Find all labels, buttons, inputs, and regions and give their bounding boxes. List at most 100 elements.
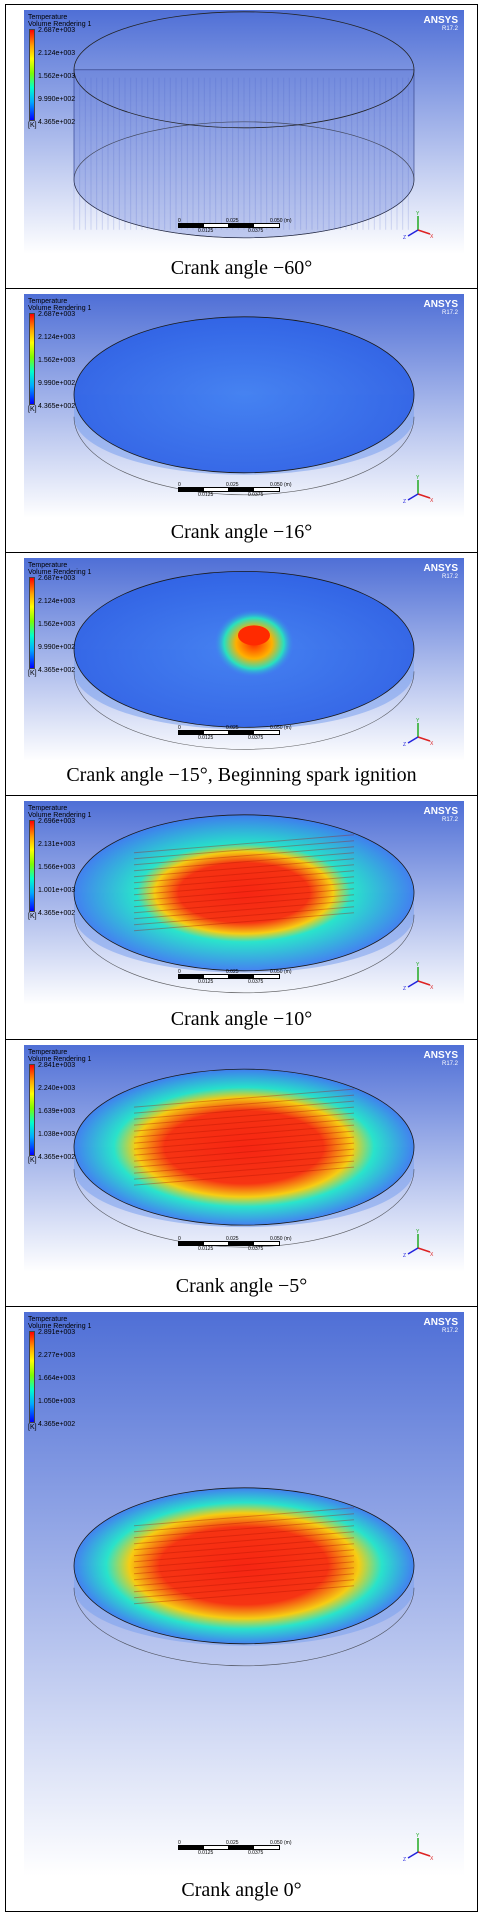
legend-unit: [K] [28,913,37,920]
temperature-volume-render [24,801,464,1005]
legend-tick-label: 2.124e+003 [38,334,76,341]
legend-tick-label: 1.038e+003 [38,1131,76,1138]
scale-bar: 0 0.025 0.050 (m) 0.0125 0.0375 [178,1840,292,1856]
legend-tick-label: 4.365e+002 [38,1154,76,1161]
render-frame: Temperature Volume Rendering 1 2.891e+003 2… [6,1307,477,1911]
scale-bar: 0 0.025 0.050 (m) 0.0125 0.0375 [178,725,292,741]
ansys-logo: ANSYS R17.2 [423,563,458,581]
legend-tick-label: 1.639e+003 [38,1108,76,1115]
color-legend-bar [29,820,35,912]
svg-text:X: X [430,1252,434,1258]
cfd-viewport: Temperature Volume Rendering 1 2.891e+003 2… [24,1312,464,1876]
render-frame: Temperature Volume Rendering 1 2.687e+003 2… [6,289,477,553]
legend-title: Temperature Volume Rendering 1 [28,14,92,28]
axis-triad-icon: Y X Z [402,717,434,749]
legend-unit: [K] [28,670,37,677]
color-legend-bar [29,29,35,121]
legend-tick-label: 4.365e+002 [38,403,76,410]
legend-tick-label: 1.566e+003 [38,864,76,871]
legend-tick-label: 4.365e+002 [38,667,76,674]
frame-caption: Crank angle −16° [170,521,313,543]
svg-text:Z: Z [403,235,406,241]
svg-text:Z: Z [403,742,406,748]
svg-text:Z: Z [403,1253,406,1259]
frame-caption: Crank angle −10° [170,1008,313,1030]
svg-text:X: X [430,498,434,504]
legend-tick-label: 1.664e+003 [38,1375,76,1382]
legend-tick-label: 2.687e+003 [38,575,76,582]
color-legend-bar [29,313,35,405]
legend-tick-label: 4.365e+002 [38,1421,76,1428]
render-frame: Temperature Volume Rendering 1 2.687e+003 2… [6,553,477,796]
color-legend-bar [29,577,35,669]
svg-text:Y: Y [416,962,420,968]
temperature-volume-render [24,10,464,254]
axis-triad-icon: Y X Z [402,210,434,242]
ansys-logo: ANSYS R17.2 [423,1317,458,1335]
legend-tick-label: 9.990e+002 [38,644,76,651]
cfd-viewport: Temperature Volume Rendering 1 2.696e+003 2… [24,801,464,1005]
axis-triad-icon: Y X Z [402,961,434,993]
legend-tick-label: 2.240e+003 [38,1085,76,1092]
temperature-volume-render [24,558,464,761]
legend-title: Temperature Volume Rendering 1 [28,1316,92,1330]
legend-tick-label: 2.687e+003 [38,311,76,318]
svg-text:X: X [430,234,434,240]
svg-text:Z: Z [403,499,406,505]
cfd-viewport: Temperature Volume Rendering 1 2.687e+003 2… [24,10,464,254]
frame-caption: Crank angle 0° [181,1879,302,1901]
legend-tick-label: 2.131e+003 [38,841,76,848]
ansys-logo: ANSYS R17.2 [423,1050,458,1068]
legend-tick-label: 2.124e+003 [38,598,76,605]
legend-tick-label: 1.562e+003 [38,357,76,364]
legend-title: Temperature Volume Rendering 1 [28,298,92,312]
svg-text:X: X [430,1856,434,1862]
scale-bar: 0 0.025 0.050 (m) 0.0125 0.0375 [178,218,292,234]
legend-unit: [K] [28,1157,37,1164]
legend-tick-label: 1.562e+003 [38,621,76,628]
scale-bar: 0 0.025 0.050 (m) 0.0125 0.0375 [178,482,292,498]
cfd-viewport: Temperature Volume Rendering 1 2.687e+003 2… [24,294,464,518]
legend-title: Temperature Volume Rendering 1 [28,1049,92,1063]
render-frame: Temperature Volume Rendering 1 2.841e+003 2… [6,1040,477,1307]
legend-tick-label: 9.990e+002 [38,96,76,103]
legend-title: Temperature Volume Rendering 1 [28,805,92,819]
temperature-volume-render [24,1045,464,1272]
axis-triad-icon: Y X Z [402,1228,434,1260]
color-legend-bar [29,1331,35,1423]
legend-tick-label: 2.687e+003 [38,27,76,34]
legend-tick-label: 2.696e+003 [38,818,76,825]
figure-panel: Temperature Volume Rendering 1 2.687e+003 2… [5,4,478,1912]
svg-text:X: X [430,985,434,991]
ansys-logo: ANSYS R17.2 [423,15,458,33]
frame-caption: Crank angle −15°, Beginning spark igniti… [66,764,417,786]
svg-text:Y: Y [416,1229,420,1235]
svg-text:Y: Y [416,718,420,724]
ansys-logo: ANSYS R17.2 [423,806,458,824]
legend-unit: [K] [28,1424,37,1431]
scale-bar: 0 0.025 0.050 (m) 0.0125 0.0375 [178,1236,292,1252]
ansys-logo: ANSYS R17.2 [423,299,458,317]
legend-tick-label: 2.124e+003 [38,50,76,57]
legend-unit: [K] [28,406,37,413]
scale-bar: 0 0.025 0.050 (m) 0.0125 0.0375 [178,969,292,985]
svg-text:Z: Z [403,986,406,992]
legend-tick-label: 1.562e+003 [38,73,76,80]
axis-triad-icon: Y X Z [402,474,434,506]
temperature-volume-render [24,1312,464,1876]
render-frame: Temperature Volume Rendering 1 2.696e+003 2… [6,796,477,1040]
color-legend-bar [29,1064,35,1156]
legend-tick-label: 9.990e+002 [38,380,76,387]
legend-tick-label: 2.277e+003 [38,1352,76,1359]
svg-text:Y: Y [416,1833,420,1839]
legend-tick-label: 1.001e+003 [38,887,76,894]
legend-tick-label: 4.365e+002 [38,910,76,917]
cfd-viewport: Temperature Volume Rendering 1 2.687e+003 2… [24,558,464,761]
svg-text:Y: Y [416,211,420,217]
legend-tick-label: 2.841e+003 [38,1062,76,1069]
legend-tick-label: 2.891e+003 [38,1329,76,1336]
svg-text:X: X [430,741,434,747]
frame-caption: Crank angle −60° [170,257,313,279]
svg-text:Z: Z [403,1857,406,1863]
svg-text:Y: Y [416,475,420,481]
